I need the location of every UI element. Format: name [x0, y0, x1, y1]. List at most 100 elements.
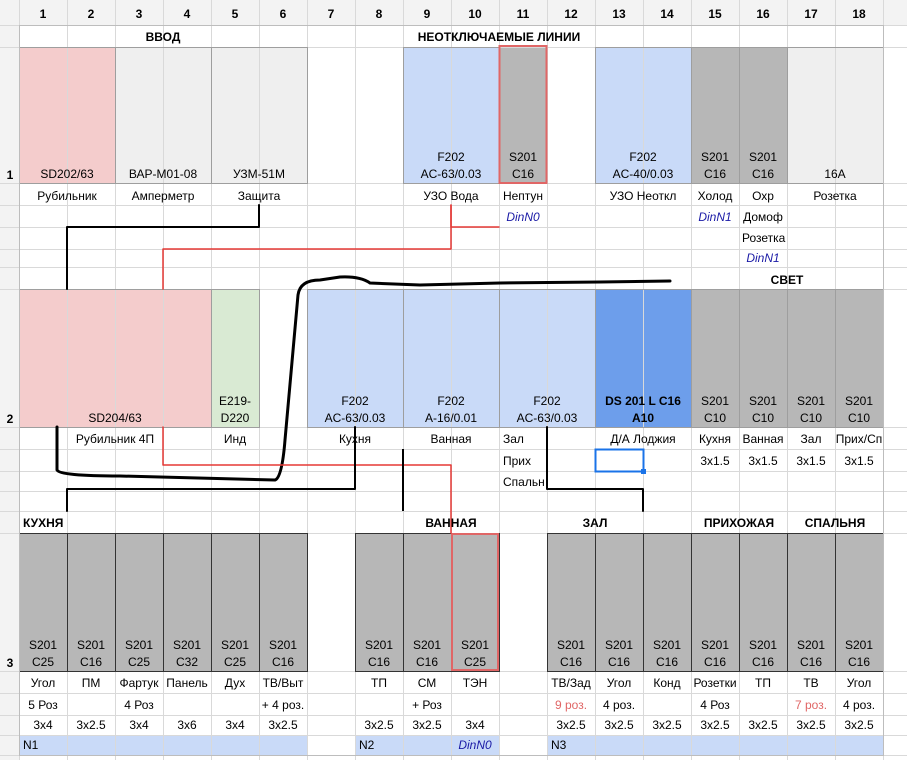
module-ohr	[739, 47, 787, 183]
module-model: S201	[173, 638, 201, 652]
module-vannaya-group	[355, 533, 499, 671]
socket-note: + Роз	[412, 698, 442, 712]
module-rating: C25	[128, 655, 150, 669]
module-rating: C16	[416, 655, 438, 669]
module-label: ТВ	[803, 676, 818, 690]
module-rating: AC-40/0.03	[613, 167, 674, 181]
module-model: S201	[797, 394, 825, 408]
dinn0-link: DinN0	[506, 210, 540, 224]
cable-section: 3x2.5	[748, 718, 778, 732]
module-label: Охр	[752, 189, 774, 203]
module-model: S201	[797, 638, 825, 652]
cable-section: 3x6	[177, 718, 197, 732]
cable-section: 3x1.5	[844, 454, 874, 468]
socket-note: 5 Роз	[28, 698, 58, 712]
cable-section: 3x2.5	[412, 718, 442, 732]
module-label: ТП	[371, 676, 387, 690]
module-model: S201	[749, 394, 777, 408]
module-rating: AC-63/0.03	[421, 167, 482, 181]
cable-section: 3x2.5	[796, 718, 826, 732]
module-label: Защита	[238, 189, 281, 203]
wire-zashchita	[66, 204, 260, 290]
column-header-10[interactable]: 10	[468, 7, 482, 21]
module-holod	[691, 47, 739, 183]
module-rating: C10	[704, 411, 726, 425]
domof-label: Домоф	[743, 210, 783, 224]
module-rating: C25	[464, 655, 486, 669]
column-header-18[interactable]: 18	[852, 7, 866, 21]
row-number-1[interactable]: 1	[7, 168, 14, 182]
module-label: Кухня	[339, 432, 371, 446]
socket-note: 4 Роз	[124, 698, 154, 712]
module-rating: C25	[32, 655, 54, 669]
column-header-9[interactable]: 9	[424, 7, 431, 21]
module-rating: D220	[221, 411, 250, 425]
module-rating: C10	[752, 411, 774, 425]
module-rating: A10	[632, 411, 654, 425]
module-label: Угол	[607, 676, 632, 690]
module-rating: C16	[800, 655, 822, 669]
spalnya-label: Спальн	[503, 475, 545, 489]
module-model: F202	[437, 150, 465, 164]
module-rating: C16	[80, 655, 102, 669]
n3-bus	[547, 735, 883, 755]
ten-outline	[451, 533, 499, 671]
module-label: ТЭН	[463, 676, 488, 690]
sheet-frame	[19, 25, 884, 756]
module-model: F202	[341, 394, 369, 408]
column-header-8[interactable]: 8	[376, 7, 383, 21]
column-header-4[interactable]: 4	[184, 7, 191, 21]
column-header-15[interactable]: 15	[708, 7, 722, 21]
dinn0-link: DinN0	[458, 738, 492, 752]
header-vvod: ВВОД	[146, 30, 181, 44]
column-header-17[interactable]: 17	[804, 7, 818, 21]
module-rating: C16	[608, 655, 630, 669]
column-header-11[interactable]: 11	[517, 7, 530, 21]
module-model: S201	[605, 638, 633, 652]
module-neptun	[499, 47, 547, 183]
wire-zal	[546, 426, 644, 512]
selected-cell	[594, 448, 645, 473]
cable-section: 3x2.5	[652, 718, 682, 732]
cable-section: 3x2.5	[268, 718, 298, 732]
column-header-bar	[0, 0, 907, 25]
module-outline	[211, 289, 260, 428]
header-svet: СВЕТ	[771, 273, 804, 287]
column-header-14[interactable]: 14	[660, 7, 674, 21]
column-header-2[interactable]: 2	[88, 7, 95, 21]
module-label: Рубильник	[37, 189, 97, 203]
wire-uzo-voda	[162, 204, 452, 290]
header-neotkl: НЕОТКЛЮЧАЕМЫЕ ЛИНИИ	[418, 30, 580, 44]
module-model: S201	[557, 638, 585, 652]
header-vannaya: ВАННАЯ	[425, 516, 476, 530]
column-header-16[interactable]: 16	[756, 7, 770, 21]
column-header-3[interactable]: 3	[136, 7, 143, 21]
module-rating: C25	[224, 655, 246, 669]
module-label: ТВ/Зад	[551, 676, 591, 690]
cable-section: 3x1.5	[748, 454, 778, 468]
row-number-3[interactable]: 3	[7, 656, 14, 670]
socket-note: + 4 роз.	[262, 698, 304, 712]
cable-section: 3x2.5	[364, 718, 394, 732]
column-header-1[interactable]: 1	[40, 7, 47, 21]
column-header-7[interactable]: 7	[328, 7, 335, 21]
module-label: Кухня	[699, 432, 731, 446]
column-header-12[interactable]: 12	[564, 7, 578, 21]
column-header-5[interactable]: 5	[232, 7, 239, 21]
module-model: S201	[845, 394, 873, 408]
cable-section: 3x4	[225, 718, 245, 732]
row-number-2[interactable]: 2	[7, 412, 14, 426]
module-label: Ванная	[742, 432, 783, 446]
column-header-6[interactable]: 6	[280, 7, 287, 21]
header-zal: ЗАЛ	[583, 516, 608, 530]
module-model: S201	[461, 638, 489, 652]
module-model: S201	[413, 638, 441, 652]
rozetka-label: Розетка	[742, 231, 786, 245]
wire-lines	[55, 204, 672, 534]
module-label: Фартук	[119, 676, 159, 690]
module-label: Панель	[166, 676, 207, 690]
module-label: Нептун	[503, 189, 543, 203]
module-model: F202	[533, 394, 561, 408]
column-header-13[interactable]: 13	[612, 7, 626, 21]
